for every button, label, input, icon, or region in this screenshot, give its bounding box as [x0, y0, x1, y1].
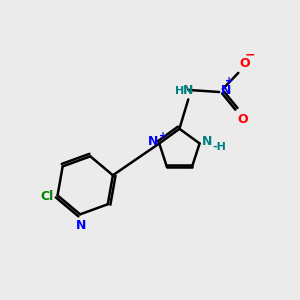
Text: N: N — [147, 136, 158, 148]
Text: -H: -H — [213, 142, 227, 152]
Text: O: O — [240, 57, 250, 70]
Text: O: O — [238, 112, 248, 126]
Text: +: + — [159, 131, 167, 141]
Text: +: + — [225, 76, 234, 86]
Text: Cl: Cl — [41, 190, 54, 203]
Text: N: N — [76, 219, 86, 232]
Text: N: N — [183, 84, 194, 97]
Text: N: N — [202, 136, 212, 148]
Text: N: N — [221, 84, 231, 97]
Text: H: H — [176, 86, 185, 96]
Text: −: − — [244, 49, 255, 62]
